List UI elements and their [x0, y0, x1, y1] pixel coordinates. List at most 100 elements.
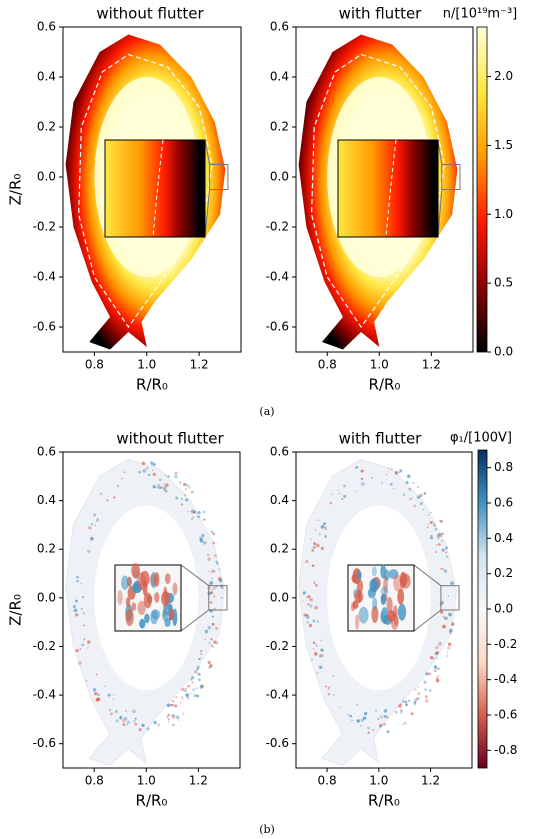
- fluctuation: [338, 489, 340, 491]
- y-axis-label: Z/R₀: [7, 174, 25, 206]
- fluctuation: [392, 488, 395, 490]
- fluctuation: [152, 472, 157, 477]
- fluctuation: [324, 685, 328, 688]
- x-axis-label: R/R₀: [136, 792, 168, 810]
- fluctuation: [157, 483, 161, 487]
- fluctuation: [444, 569, 447, 573]
- colorbar-tick-label: -0.4: [494, 672, 517, 686]
- fluctuation: [437, 537, 440, 540]
- fluctuation: [318, 665, 323, 670]
- fluctuation: [428, 689, 432, 692]
- axes-frame: [62, 26, 242, 353]
- fluctuation: [441, 532, 444, 536]
- inset-eddy: [369, 578, 379, 593]
- fluctuation: [218, 578, 223, 583]
- inset-eddy: [371, 605, 379, 624]
- y-tick-label: 0.2: [270, 120, 289, 134]
- fluctuation: [445, 555, 448, 558]
- fluctuation: [418, 697, 421, 699]
- fluctuation: [123, 471, 126, 474]
- fluctuation: [116, 484, 119, 487]
- fluctuation: [192, 516, 195, 518]
- fluctuation: [197, 510, 201, 515]
- y-tick-label: -0.6: [33, 320, 56, 334]
- inset-eddy: [393, 574, 402, 592]
- y-tick-label: 0.0: [37, 170, 56, 184]
- fluctuation: [214, 626, 219, 631]
- fluctuation: [142, 469, 147, 473]
- zoom-connector: [437, 139, 443, 165]
- chart-title: without flutter: [96, 5, 204, 23]
- fluctuation: [320, 653, 324, 658]
- fluctuation: [138, 728, 142, 732]
- fluctuation: [360, 477, 364, 481]
- inset-eddy: [351, 574, 359, 584]
- fluctuation: [208, 666, 211, 669]
- fluctuation: [173, 704, 178, 708]
- y-tick-label: 0.2: [270, 542, 289, 556]
- fluctuation: [308, 604, 313, 608]
- fluctuation: [172, 723, 175, 727]
- fluctuation: [196, 515, 198, 518]
- fluctuation: [306, 621, 309, 624]
- fluctuation: [181, 687, 185, 692]
- fluctuation: [386, 730, 390, 734]
- fluctuation: [355, 466, 359, 469]
- inset-eddy: [380, 607, 389, 624]
- fluctuation: [198, 678, 201, 682]
- x-tick-label: 1.0: [369, 774, 388, 788]
- inset-eddy: [384, 569, 390, 582]
- fluctuation: [88, 526, 92, 530]
- fluctuation: [96, 518, 99, 521]
- fluctuation: [437, 667, 440, 670]
- fluctuation: [126, 720, 131, 724]
- inset-eddy: [154, 592, 160, 603]
- fluctuation: [194, 670, 198, 674]
- x-tick-label: 0.8: [85, 358, 104, 372]
- fluctuation: [93, 513, 97, 517]
- fluctuation: [75, 648, 79, 653]
- y-tick-label: 0.0: [270, 590, 289, 604]
- y-tick-label: 0.6: [270, 20, 289, 34]
- fluctuation: [428, 523, 430, 525]
- fluctuation: [306, 596, 308, 599]
- fluctuation: [441, 568, 444, 571]
- fluctuation: [150, 461, 154, 465]
- fluctuation: [174, 471, 178, 475]
- fluctuation: [302, 599, 305, 601]
- fluctuation: [385, 473, 388, 476]
- inset-eddy: [125, 608, 134, 627]
- fluctuation: [444, 616, 449, 620]
- fluctuation: [198, 658, 201, 661]
- fluctuation: [187, 510, 190, 513]
- y-tick-label: 0.4: [270, 493, 289, 507]
- chart-title: with flutter: [339, 430, 423, 448]
- y-tick-label: 0.2: [37, 542, 56, 556]
- fluctuation: [212, 586, 216, 591]
- fluctuation: [108, 708, 112, 712]
- fluctuation: [312, 641, 316, 645]
- fluctuation: [313, 581, 316, 584]
- colorbar-tick-label: 1.5: [494, 138, 513, 152]
- fluctuation: [113, 694, 115, 697]
- fluctuation: [168, 721, 170, 723]
- y-tick-label: 0.6: [270, 445, 289, 459]
- fluctuation: [122, 719, 126, 723]
- fluctuation: [166, 716, 169, 718]
- inset-eddy: [399, 571, 407, 588]
- fluctuation: [193, 693, 198, 698]
- fluctuation: [196, 665, 201, 670]
- fluctuation: [87, 640, 91, 644]
- fluctuation: [79, 648, 82, 650]
- fluctuation: [213, 595, 216, 598]
- fluctuation: [400, 709, 403, 712]
- inset-eddy: [146, 594, 153, 604]
- fluctuation: [83, 624, 85, 627]
- y-tick-label: 0.4: [37, 493, 56, 507]
- fluctuation: [440, 520, 443, 523]
- colorbar-tick-label: 0.2: [494, 566, 513, 580]
- fluctuation: [341, 497, 344, 500]
- fluctuation: [327, 692, 331, 696]
- fluctuation: [442, 616, 445, 618]
- fluctuation: [416, 685, 419, 688]
